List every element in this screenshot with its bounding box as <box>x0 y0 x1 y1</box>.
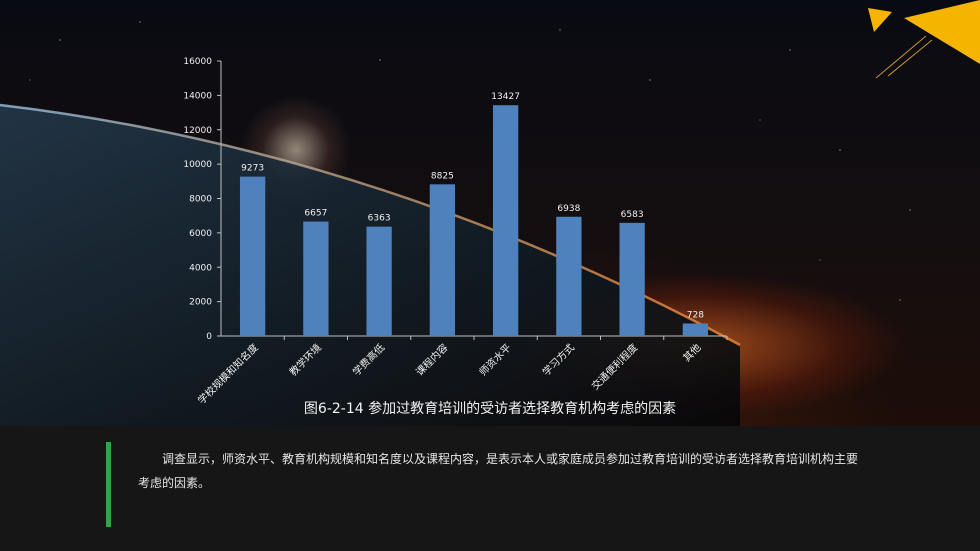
data-label: 6657 <box>304 209 327 219</box>
bar <box>303 221 329 336</box>
data-labels: 9273 6657 6363 8825 13427 6938 6583 728 <box>241 92 704 320</box>
category-label: 师资水平 <box>476 341 513 378</box>
y-tick-label: 0 <box>206 332 212 342</box>
category-label: 学校规模和知名度 <box>195 341 261 407</box>
y-tick-label: 10000 <box>183 160 212 170</box>
data-label: 9273 <box>241 164 264 174</box>
bar <box>492 105 519 336</box>
category-label: 其他 <box>680 341 703 364</box>
bar <box>556 216 582 336</box>
bar <box>239 176 266 336</box>
accent-bar <box>106 442 111 527</box>
small-triangle-icon <box>868 8 892 32</box>
category-label: 学习方式 <box>540 341 577 378</box>
decor-line <box>875 35 927 79</box>
corner-decoration <box>868 0 980 79</box>
y-tick-label: 12000 <box>183 126 212 136</box>
bars <box>239 105 709 336</box>
category-label: 课程内容 <box>413 341 450 378</box>
bottom-panel <box>0 426 980 551</box>
y-tick-label: 4000 <box>189 263 212 273</box>
data-label: 8825 <box>431 171 454 181</box>
bar <box>619 222 645 336</box>
data-label: 6363 <box>368 214 391 224</box>
decor-line <box>887 39 933 77</box>
chart-caption: 图6-2-14 参加过教育培训的受访者选择教育机构考虑的因素 <box>303 401 677 417</box>
data-label: 6583 <box>621 210 644 220</box>
y-tick-label: 8000 <box>189 195 212 205</box>
y-tick-label: 2000 <box>189 298 212 308</box>
y-tick-label: 16000 <box>183 57 212 67</box>
category-label: 交通便利程度 <box>589 341 641 393</box>
bar <box>429 184 456 336</box>
category-label: 教学环境 <box>287 341 324 378</box>
y-tick-label: 6000 <box>189 229 212 239</box>
bar-chart: 0 2000 4000 6000 8000 10000 12000 14000 16000 92… <box>183 57 728 407</box>
bar <box>682 323 709 336</box>
data-label: 13427 <box>491 92 520 102</box>
large-triangle-icon <box>904 0 980 64</box>
data-label: 728 <box>687 310 704 320</box>
y-tick-label: 14000 <box>183 91 212 101</box>
data-label: 6938 <box>557 204 580 214</box>
description-text: 调查显示，师资水平、教育机构规模和知名度以及课程内容，是表示本人或家庭成员参加过… <box>138 452 859 490</box>
category-labels: 学校规模和知名度 教学环境 学费高低 课程内容 师资水平 学习方式 交通便利程度 其他 <box>195 341 704 407</box>
category-label: 学费高低 <box>350 341 387 378</box>
bar <box>366 226 392 336</box>
